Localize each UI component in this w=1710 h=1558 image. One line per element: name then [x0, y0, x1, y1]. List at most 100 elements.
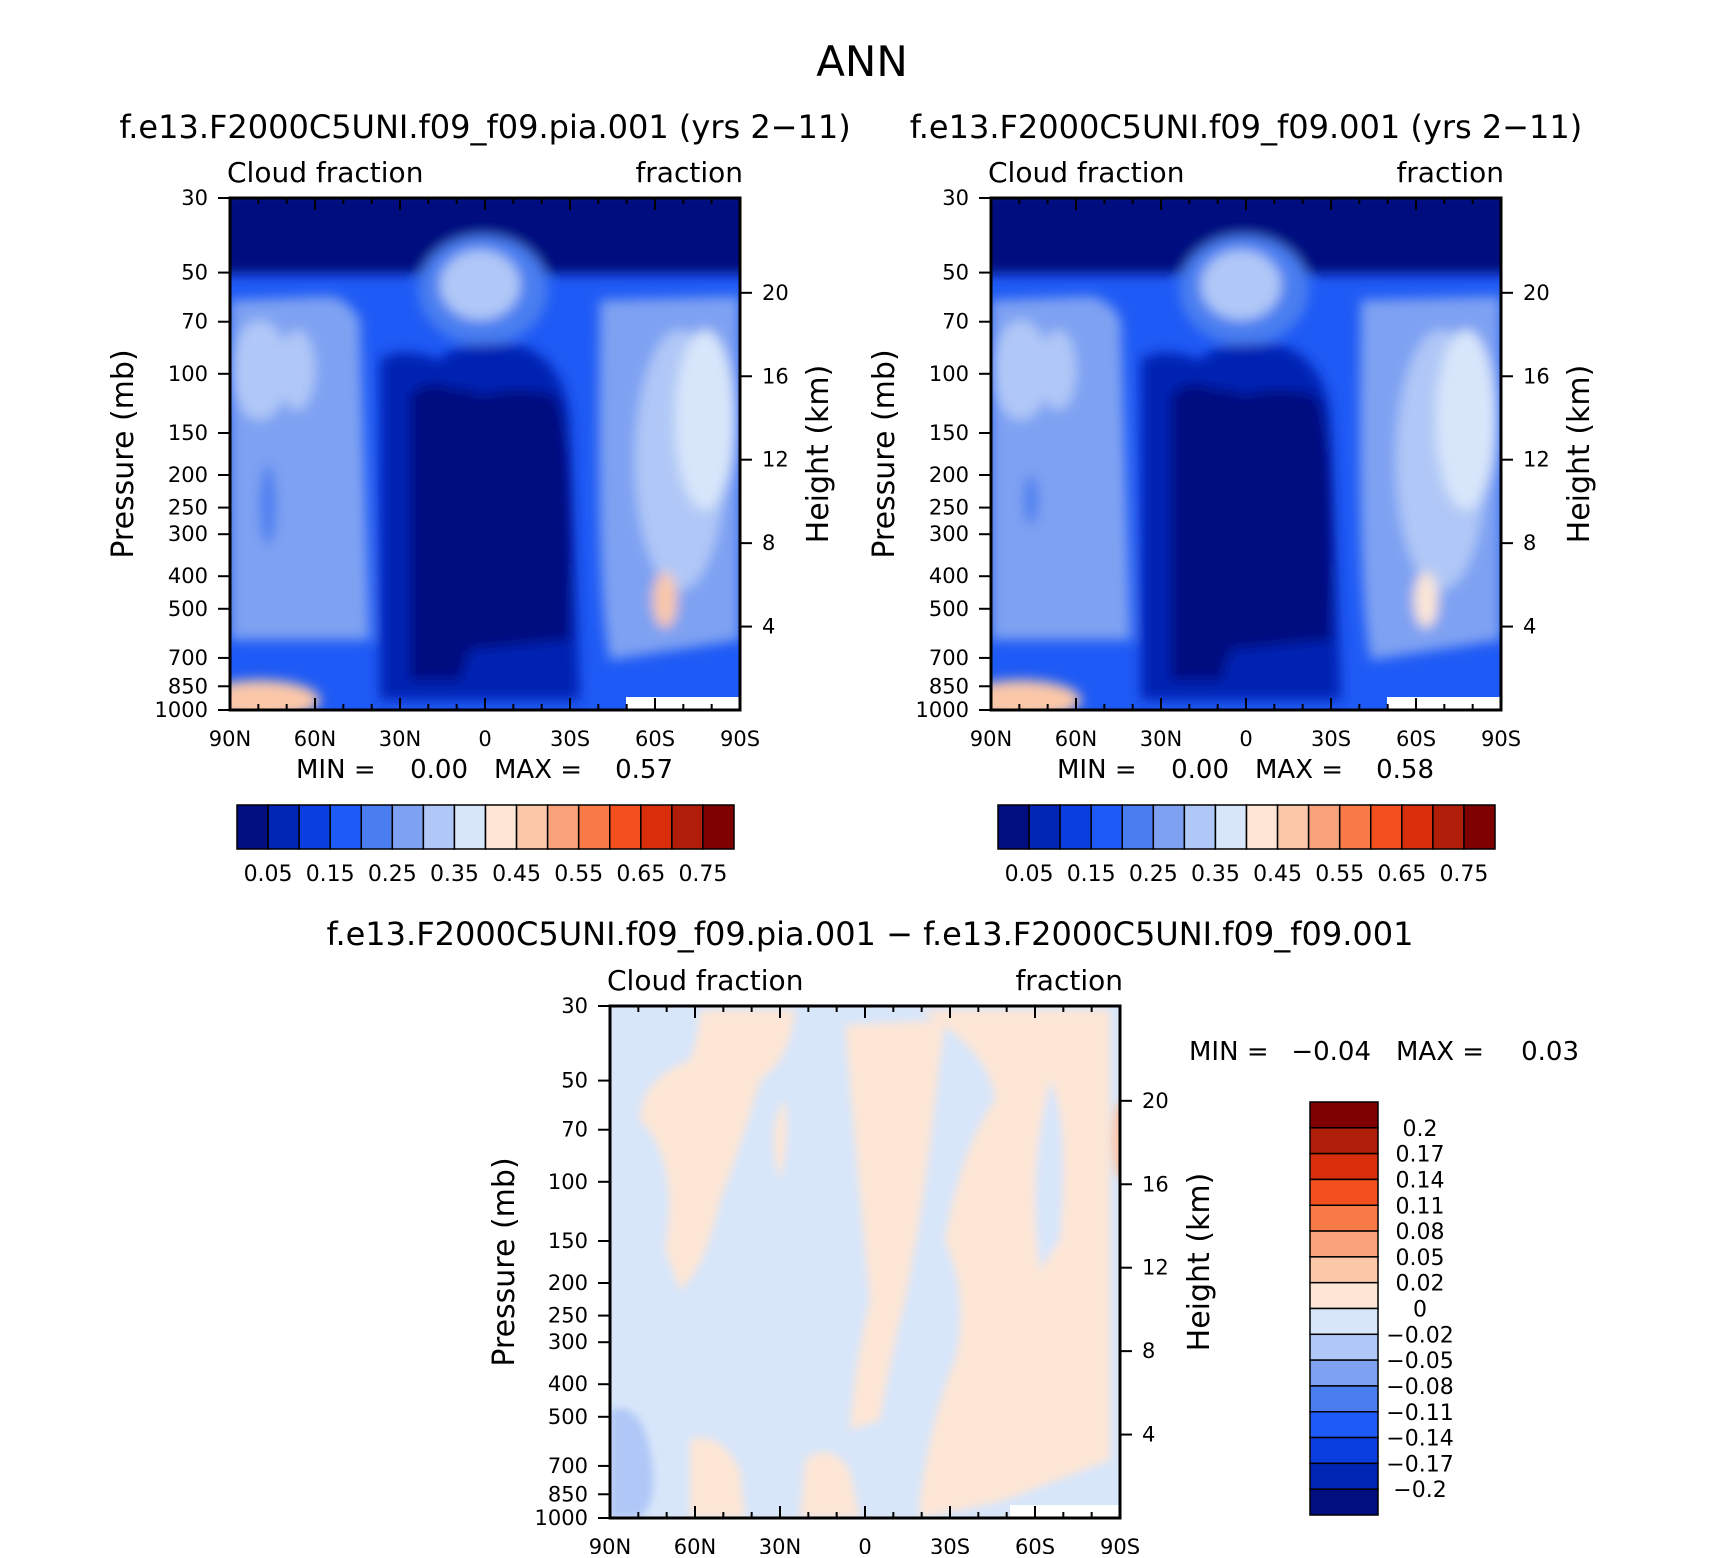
region-dry-core [410, 383, 571, 680]
x-tick-label: 90N [589, 1535, 631, 1554]
colorbar-label: −0.2 [1393, 1478, 1446, 1503]
y-tick-label: 500 [548, 1405, 588, 1429]
page-title: ANN [816, 37, 908, 86]
colorbar-box [236, 804, 269, 850]
x-tick-label: 90S [720, 727, 760, 751]
colorbar-label: −0.08 [1386, 1375, 1453, 1400]
y-right-tick-label: 4 [1523, 615, 1536, 639]
y-tick-label: 30 [561, 994, 588, 1018]
colorbar: 0.05 0.15 0.25 0.35 0.45 0.55 0.65 0.75 [997, 804, 1496, 887]
y-tick-label: 300 [168, 522, 208, 546]
y-tick-label: 200 [929, 463, 969, 487]
colorbar-box [391, 804, 425, 850]
y-tick-label: 850 [548, 1482, 588, 1506]
colorbar-box [1309, 1488, 1379, 1516]
y-right-tick-label: 16 [762, 364, 789, 388]
colorbar-label: 0 [1413, 1298, 1427, 1323]
colorbar-box [1276, 804, 1310, 850]
colorbar-box [1307, 804, 1341, 850]
colorbar-box [1370, 804, 1403, 850]
region-positive-column [773, 1100, 787, 1180]
y-right-tick-label: 4 [1142, 1423, 1155, 1447]
cell-north-pale [232, 320, 288, 420]
colorbar-box [1152, 804, 1186, 850]
cell-north-pale-2 [279, 330, 315, 410]
min-value: 0.00 [1171, 755, 1229, 785]
y-tick-label: 70 [942, 310, 969, 334]
x-tick-label: 30N [1140, 727, 1182, 751]
y-right-tick-label: 20 [1523, 281, 1550, 305]
y-tick-label: 150 [929, 421, 969, 445]
colorbar-box [702, 804, 735, 850]
y-tick-label: 850 [929, 674, 969, 698]
colorbar-label: 0.11 [1396, 1194, 1445, 1219]
colorbar-label: 0.08 [1396, 1220, 1445, 1245]
axes: 90N 60N 30N 0 30S 60S 90S 30 50 70 100 150 200 250300… [155, 186, 789, 751]
right-string: fraction [1015, 964, 1123, 997]
cell-south-lightest [1436, 330, 1496, 510]
colorbar: 0.05 0.15 0.25 0.35 0.45 0.55 0.65 0.75 [236, 804, 735, 887]
colorbar-box [1245, 804, 1279, 850]
y-tick-label: 250 [168, 496, 208, 520]
max-label: MAX = [1255, 755, 1343, 785]
colorbar-label: 0.05 [1396, 1246, 1445, 1271]
x-tick-label: 30N [759, 1535, 801, 1554]
y-tick-label: 150 [548, 1229, 588, 1253]
x-tick-label: 30S [1311, 727, 1351, 751]
x-tick-label: 60N [1055, 727, 1097, 751]
y-axis-label-right: Height (km) [801, 365, 836, 544]
y-tick-label: 50 [942, 261, 969, 285]
y-tick-label: 850 [168, 674, 208, 698]
y-tick-label: 400 [548, 1372, 588, 1396]
colorbar-label: 0.02 [1396, 1272, 1445, 1297]
y-tick-label: 500 [168, 597, 208, 621]
y-right-tick-label: 20 [1142, 1089, 1169, 1113]
region-near-zero-south [1035, 1080, 1064, 1270]
y-tick-label: 200 [168, 463, 208, 487]
colorbar-label: 0.14 [1396, 1168, 1445, 1193]
y-tick-label: 1000 [535, 1506, 588, 1530]
y-tick-label: 500 [929, 597, 969, 621]
colorbar-label: −0.14 [1386, 1427, 1453, 1452]
y-tick-label: 30 [181, 186, 208, 210]
colorbar-label: 0.25 [368, 862, 417, 887]
y-right-tick-label: 8 [1142, 1339, 1155, 1363]
x-tick-label: 60S [1015, 1535, 1055, 1554]
cell-north-pale-2 [1040, 330, 1076, 410]
colorbar-label: 0.25 [1129, 862, 1178, 887]
min-label: MIN = [1189, 1037, 1269, 1067]
colorbar-box [640, 804, 673, 850]
colorbar-box [1309, 1281, 1379, 1310]
y-tick-label: 400 [929, 564, 969, 588]
panel-title: f.e13.F2000C5UNI.f09_f09.pia.001 (yrs 2−… [119, 108, 850, 146]
colorbar-box [1463, 804, 1496, 850]
y-right-tick-label: 20 [762, 281, 789, 305]
axes: 90N 60N 30N 0 30S 60S 90S 30 50 70 100 150 200 250300… [535, 994, 1169, 1558]
left-string: Cloud fraction [227, 156, 423, 189]
region-negative-corner [610, 1408, 654, 1518]
min-label: MIN = [296, 755, 376, 785]
region-positive-south [920, 1010, 1110, 1518]
region-positive-north [640, 1010, 795, 1290]
y-tick-label: 700 [168, 646, 208, 670]
colorbar-label: 0.55 [1315, 862, 1364, 887]
cell-south-orange [1414, 572, 1438, 628]
y-right-tick-label: 12 [1523, 448, 1550, 472]
colorbar-box [453, 804, 487, 850]
colorbar-box [1309, 1385, 1379, 1413]
right-string: fraction [635, 156, 743, 189]
colorbar-label: 0.15 [1067, 862, 1116, 887]
colorbar-box [1090, 804, 1123, 850]
y-tick-label: 200 [548, 1271, 588, 1295]
y-right-tick-label: 8 [1523, 531, 1536, 555]
colorbar-label: −0.17 [1386, 1452, 1453, 1477]
axes: 90N 60N 30N 0 30S 60S 90S 30 50 70 100 150 200 250300… [916, 186, 1550, 751]
colorbar-box [1121, 804, 1155, 850]
panel-difference: f.e13.F2000C5UNI.f09_f09.pia.001 − f.e13… [327, 915, 1579, 1558]
colorbar-box [1059, 804, 1092, 850]
y-tick-label: 70 [561, 1118, 588, 1142]
colorbar-box [1028, 804, 1061, 850]
y-tick-label: 100 [168, 362, 208, 386]
colorbar-box [1309, 1230, 1379, 1258]
colorbar-box [1309, 1436, 1379, 1465]
